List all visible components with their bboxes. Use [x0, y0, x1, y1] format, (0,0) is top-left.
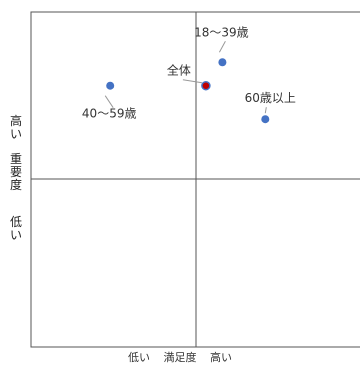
x-axis-title: 満足度 [163, 351, 197, 364]
data-point [201, 80, 211, 91]
leader-line [264, 107, 267, 114]
data-label: 18〜39歳 [194, 25, 249, 39]
data-label: 60歳以上 [245, 91, 296, 105]
leader-line [182, 79, 202, 84]
data-point [106, 81, 115, 90]
x-axis-low-label: 低い [128, 351, 150, 364]
data-point [218, 58, 227, 67]
y-axis-high-label: 高い [9, 114, 22, 141]
leader-line [218, 41, 226, 53]
x-axis-high-label: 高い [210, 351, 232, 364]
data-label: 40〜59歳 [82, 107, 137, 121]
y-axis-low-label: 低い [9, 215, 22, 242]
y-axis-title: 重要度 [9, 152, 22, 192]
data-point [261, 115, 270, 124]
leader-line [104, 95, 114, 108]
data-label: 全体 [167, 63, 191, 78]
x-axis-label: 低い 満足度 高い [0, 349, 360, 365]
